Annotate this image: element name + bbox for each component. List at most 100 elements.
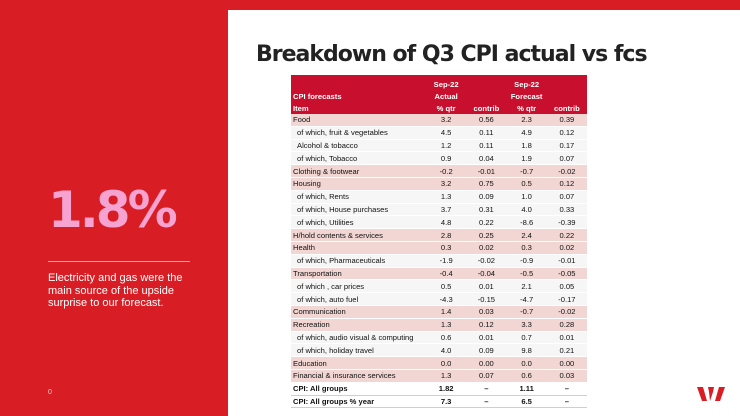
header-cell-actual: Actual	[426, 90, 467, 102]
actual-qtr-cell: 3.2	[426, 114, 467, 127]
header-row-type: CPI forecasts Actual Forecast	[291, 90, 588, 102]
header-row-columns: Item % qtr contrib % qtr contrib	[291, 102, 588, 114]
header-cell-item: Item	[291, 102, 426, 114]
item-cell: of which, Tobacco	[291, 151, 426, 166]
actual-qtr-cell: 4.8	[426, 215, 467, 230]
header-cell	[546, 90, 588, 102]
forecast-qtr-cell: -0.7	[506, 164, 547, 178]
forecast-contrib-cell: 0.28	[546, 318, 588, 332]
table-row: Health 0.3 0.02 0.3 0.02	[291, 241, 588, 255]
actual-qtr-cell: 1.82	[426, 381, 467, 396]
forecast-contrib-cell: 0.22	[546, 228, 588, 242]
actual-contrib-cell: 0.75	[466, 177, 507, 191]
header-cell-forecast-contrib: contrib	[546, 102, 588, 114]
header-cell-forecast-period: Sep-22	[506, 78, 547, 90]
item-cell: H/hold contents & services	[291, 228, 426, 242]
table-row: Recreation 1.3 0.12 3.3 0.28	[291, 318, 588, 332]
item-cell: Clothing & footwear	[291, 164, 426, 178]
actual-qtr-cell: 1.3	[426, 318, 467, 332]
table-row: H/hold contents & services 2.8 0.25 2.4 0.22	[291, 228, 588, 242]
forecast-contrib-cell: 0.07	[546, 151, 588, 166]
item-cell: Education	[291, 356, 426, 370]
forecast-contrib-cell: 0.12	[546, 126, 588, 140]
header-cell	[466, 78, 507, 90]
forecast-qtr-cell: 1.8	[506, 139, 547, 153]
forecast-qtr-cell: 0.6	[506, 369, 547, 383]
forecast-contrib-cell: –	[546, 395, 588, 409]
forecast-contrib-cell: 0.07	[546, 190, 588, 204]
table-row: of which , car prices 0.5 0.01 2.1 0.05	[291, 279, 588, 294]
item-cell: of which, holiday travel	[291, 343, 426, 358]
table-row: Communication 1.4 0.03 -0.7 -0.02	[291, 305, 588, 319]
table-row: Housing 3.2 0.75 0.5 0.12	[291, 177, 588, 191]
forecast-qtr-cell: 1.11	[506, 381, 547, 396]
table-row: of which, auto fuel -4.3 -0.15 -4.7 -0.17	[291, 292, 588, 306]
actual-contrib-cell: 0.11	[466, 139, 507, 153]
forecast-qtr-cell: 1.0	[506, 190, 547, 204]
item-cell: Communication	[291, 305, 426, 319]
actual-contrib-cell: –	[466, 381, 507, 396]
logo-stroke-middle	[708, 387, 714, 401]
table-row: of which, Tobacco 0.9 0.04 1.9 0.07	[291, 151, 588, 166]
left-panel: 1.8% Electricity and gas were the main s…	[0, 0, 228, 416]
forecast-contrib-cell: -0.39	[546, 215, 588, 230]
table-row: of which, Pharmaceuticals -1.9 -0.02 -0.9 -0…	[291, 254, 588, 268]
forecast-contrib-cell: –	[546, 381, 588, 396]
actual-contrib-cell: 0.56	[466, 114, 507, 127]
forecast-contrib-cell: -0.02	[546, 305, 588, 319]
actual-qtr-cell: 1.3	[426, 190, 467, 204]
item-cell: of which, fruit & vegetables	[291, 126, 426, 140]
forecast-contrib-cell: 0.00	[546, 356, 588, 370]
actual-qtr-cell: 7.3	[426, 395, 467, 409]
header-cell-actual-contrib: contrib	[466, 102, 507, 114]
actual-contrib-cell: 0.25	[466, 228, 507, 242]
item-cell: Food	[291, 114, 426, 127]
forecast-contrib-cell: 0.33	[546, 203, 588, 217]
forecast-contrib-cell: 0.21	[546, 343, 588, 358]
actual-qtr-cell: -0.2	[426, 164, 467, 178]
forecast-qtr-cell: 4.0	[506, 203, 547, 217]
actual-qtr-cell: 1.2	[426, 139, 467, 153]
actual-qtr-cell: 0.3	[426, 241, 467, 255]
actual-qtr-cell: -0.4	[426, 267, 467, 281]
table-row: of which, fruit & vegetables 4.5 0.11 4.9 0.…	[291, 126, 588, 140]
forecast-qtr-cell: 9.8	[506, 343, 547, 358]
table-row: CPI: All groups % year 7.3–6.5–	[291, 395, 588, 409]
forecast-qtr-cell: -8.6	[506, 215, 547, 230]
actual-contrib-cell: 0.09	[466, 343, 507, 358]
forecast-contrib-cell: -0.01	[546, 254, 588, 268]
forecast-qtr-cell: 0.5	[506, 177, 547, 191]
actual-contrib-cell: 0.03	[466, 305, 507, 319]
forecast-qtr-cell: -0.9	[506, 254, 547, 268]
forecast-qtr-cell: 2.1	[506, 279, 547, 294]
table-row: CPI: All groups 1.82–1.11–	[291, 381, 588, 396]
stat-description: Electricity and gas were the main source…	[48, 272, 183, 309]
actual-contrib-cell: 0.09	[466, 190, 507, 204]
actual-contrib-cell: 0.22	[466, 215, 507, 230]
westpac-logo-icon	[697, 387, 725, 401]
forecast-contrib-cell: -0.05	[546, 267, 588, 281]
item-cell: of which, House purchases	[291, 203, 426, 217]
item-cell: of which, Pharmaceuticals	[291, 254, 426, 268]
table-row: of which, House purchases 3.7 0.31 4.0 0.33	[291, 203, 588, 217]
item-cell: Transportation	[291, 267, 426, 281]
table-row: Clothing & footwear -0.2 -0.01 -0.7 -0.02	[291, 164, 588, 178]
header-cell-forecast: Forecast	[506, 90, 547, 102]
item-cell: Recreation	[291, 318, 426, 332]
forecast-contrib-cell: -0.02	[546, 164, 588, 178]
actual-qtr-cell: 4.5	[426, 126, 467, 140]
forecast-contrib-cell: 0.02	[546, 241, 588, 255]
forecast-qtr-cell: 1.9	[506, 151, 547, 166]
actual-contrib-cell: 0.01	[466, 331, 507, 345]
item-cell: of which , car prices	[291, 279, 426, 294]
item-cell: CPI: All groups % year	[291, 395, 426, 409]
actual-contrib-cell: -0.02	[466, 254, 507, 268]
cpi-table-header: Sep-22 Sep-22 CPI forecasts Actual Forec…	[291, 75, 588, 114]
forecast-qtr-cell: 2.4	[506, 228, 547, 242]
header-cell	[291, 78, 426, 90]
table-row: of which, holiday travel 4.0 0.09 9.8 0.21	[291, 343, 588, 358]
page-number: 0	[48, 389, 52, 396]
actual-contrib-cell: 0.04	[466, 151, 507, 166]
header-cell-cpi-forecasts: CPI forecasts	[291, 90, 426, 102]
slide-title: Breakdown of Q3 CPI actual vs fcs	[256, 42, 648, 67]
